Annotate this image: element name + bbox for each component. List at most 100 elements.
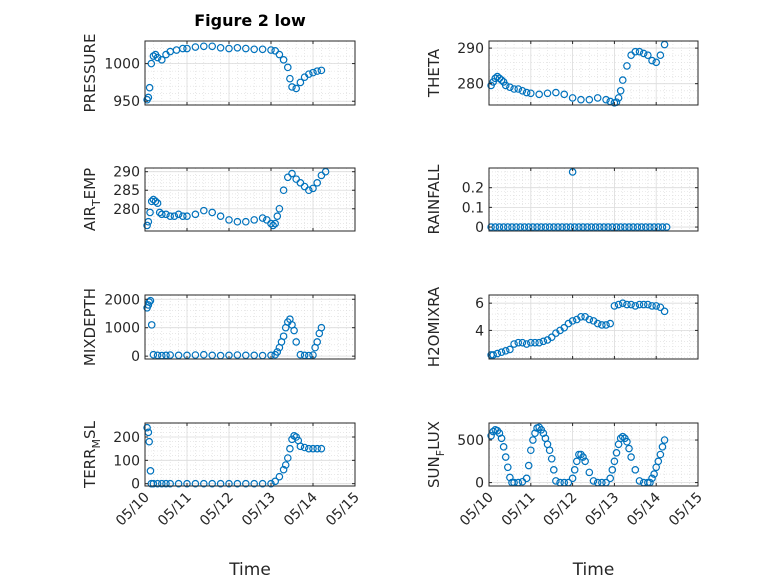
- data-point: [524, 223, 533, 231]
- data-point: [250, 216, 259, 224]
- y-tick-label: 200: [113, 430, 140, 446]
- data-point: [660, 436, 669, 444]
- data-point: [158, 479, 166, 488]
- data-point: [273, 212, 282, 220]
- data-point: [258, 479, 267, 488]
- data-point: [493, 349, 502, 358]
- data-point: [508, 223, 516, 231]
- data-point: [283, 63, 292, 72]
- data-point: [242, 479, 250, 488]
- data-point: [271, 46, 280, 55]
- data-point: [208, 479, 217, 488]
- data-point: [583, 223, 592, 231]
- data-point: [179, 44, 187, 53]
- data-point: [595, 223, 604, 231]
- data-point: [618, 299, 627, 307]
- data-point: [593, 94, 602, 102]
- data-point: [300, 443, 309, 452]
- data-point: [598, 321, 606, 329]
- y-tick-label: 0: [475, 220, 484, 236]
- data-point: [554, 223, 562, 231]
- data-point: [585, 95, 594, 104]
- data-point: [516, 223, 525, 231]
- data-point: [616, 86, 625, 95]
- data-point: [487, 223, 495, 231]
- data-point: [283, 454, 292, 462]
- data-point: [191, 351, 200, 359]
- y-tick-label: 0.1: [462, 200, 484, 216]
- data-point: [535, 90, 543, 99]
- data-point: [281, 461, 290, 469]
- data-point: [639, 49, 648, 58]
- data-point: [520, 223, 529, 231]
- data-point: [225, 479, 233, 488]
- y-tick-label: 950: [113, 94, 140, 110]
- data-point: [514, 338, 523, 347]
- data-point: [623, 62, 631, 70]
- data-point: [560, 90, 569, 99]
- axes-box: [144, 294, 356, 360]
- data-point: [621, 223, 629, 231]
- data-point: [250, 479, 259, 488]
- y-tick-label: 6: [475, 296, 484, 312]
- data-point: [271, 477, 280, 486]
- data-point: [288, 169, 296, 178]
- data-point: [570, 223, 579, 231]
- data-point: [512, 223, 520, 231]
- data-point: [552, 477, 560, 485]
- data-point: [625, 444, 633, 453]
- data-point: [499, 223, 508, 231]
- y-axis-label: RAINFALL: [425, 164, 443, 235]
- data-point: [313, 67, 322, 75]
- data-point: [618, 76, 627, 84]
- subplot-3: 280 285 290 AIRTEMP: [81, 165, 356, 232]
- y-tick-label: 280: [457, 77, 484, 93]
- data-point: [514, 85, 523, 93]
- x-tick-label: 05/15: [323, 490, 363, 530]
- data-point: [610, 457, 619, 466]
- data-point: [162, 479, 170, 488]
- data-point: [610, 302, 619, 310]
- data-point: [147, 321, 156, 329]
- data-point: [579, 453, 587, 461]
- data-point: [606, 474, 615, 483]
- data-point: [279, 465, 288, 474]
- data-point: [183, 44, 191, 53]
- data-point: [616, 223, 625, 231]
- data-point: [618, 432, 627, 441]
- data-point: [166, 479, 175, 488]
- data-point: [658, 443, 667, 451]
- data-point: [292, 84, 301, 93]
- data-point: [518, 338, 527, 347]
- data-point: [233, 217, 242, 226]
- data-point: [273, 348, 282, 356]
- data-point: [506, 345, 514, 354]
- subplot-2: 280 290 THETA: [425, 40, 699, 107]
- x-tick-label: 05/13: [239, 490, 279, 530]
- data-point: [662, 223, 671, 231]
- data-point: [547, 454, 556, 463]
- data-point: [149, 52, 158, 60]
- data-point: [623, 437, 631, 446]
- data-point: [292, 338, 301, 346]
- data-point: [304, 444, 313, 453]
- data-point: [639, 300, 648, 309]
- data-point: [216, 479, 225, 488]
- subplot-5: 0 1000 2000 MIXDEPTH: [81, 288, 356, 366]
- data-point: [625, 223, 633, 231]
- data-point: [317, 66, 326, 75]
- y-axis-label: SUNFLUX: [425, 421, 447, 488]
- data-point: [501, 453, 510, 461]
- data-point: [497, 434, 506, 443]
- data-point: [560, 323, 569, 332]
- data-point: [487, 431, 495, 440]
- data-point: [200, 206, 208, 215]
- data-point: [283, 173, 292, 182]
- axes-box: [488, 422, 699, 487]
- data-point: [146, 296, 155, 305]
- data-point: [614, 94, 623, 102]
- data-point: [644, 300, 652, 309]
- data-point: [575, 223, 583, 231]
- data-point: [208, 208, 217, 217]
- data-point: [286, 74, 294, 83]
